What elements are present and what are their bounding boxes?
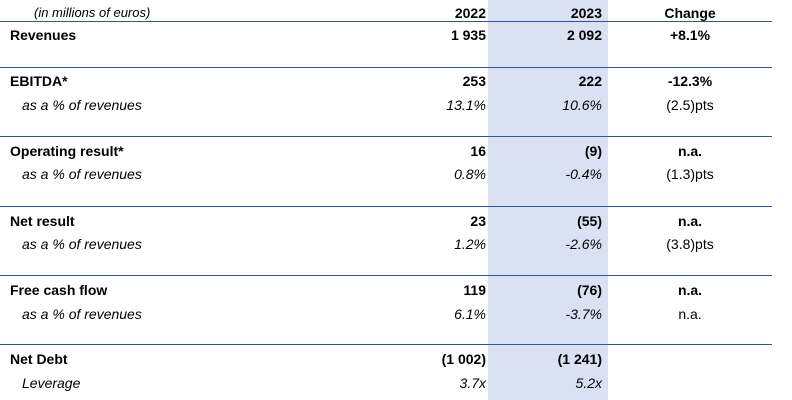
revenues-label: Revenues: [10, 27, 77, 43]
ebitda-margin-row: as a % of revenues 13.1% 10.6% (2.5)pts: [0, 95, 792, 115]
fcf-margin-label: as a % of revenues: [22, 306, 142, 322]
fcf-margin-2022: 6.1%: [454, 306, 486, 322]
net-debt-change: [630, 349, 750, 369]
operating-2022: 16: [470, 143, 486, 159]
header-2022: 2022: [454, 5, 486, 21]
net-debt-label: Net Debt: [10, 351, 68, 367]
ebitda-label: EBITDA*: [10, 73, 68, 89]
net-result-label: Net result: [10, 213, 75, 229]
ebitda-2023: 222: [578, 73, 602, 89]
rule: [0, 275, 772, 276]
operating-margin-change: (1.3)pts: [666, 166, 714, 182]
highlight-2023-column: [488, 0, 608, 400]
ebitda-change: -12.3%: [667, 73, 713, 89]
net-result-change: n.a.: [677, 213, 703, 229]
revenues-2023: 2 092: [566, 27, 602, 43]
ebitda-margin-2022: 13.1%: [446, 97, 486, 113]
unit-note: (in millions of euros): [34, 5, 151, 20]
net-result-margin-row: as a % of revenues 1.2% -2.6% (3.8)pts: [0, 234, 792, 254]
net-debt-2022: (1 002): [441, 351, 486, 367]
fcf-2023: (76): [577, 282, 602, 298]
fcf-2022: 119: [463, 282, 486, 298]
ebitda-2022: 253: [462, 73, 486, 89]
header-rule: [0, 21, 772, 22]
operating-label: Operating result*: [10, 143, 124, 159]
revenues-change: +8.1%: [669, 27, 711, 43]
header-row: (in millions of euros) 2022 2023 Change: [0, 3, 792, 23]
fcf-label: Free cash flow: [10, 282, 108, 298]
net-result-2022: 23: [470, 213, 486, 229]
ebitda-row: EBITDA* 253 222 -12.3%: [0, 71, 792, 91]
header-2023: 2023: [570, 5, 602, 21]
net-result-margin-label: as a % of revenues: [22, 236, 142, 252]
operating-change: n.a.: [677, 143, 703, 159]
rule: [0, 206, 772, 207]
net-result-margin-2022: 1.2%: [454, 236, 486, 252]
fcf-margin-row: as a % of revenues 6.1% -3.7% n.a.: [0, 304, 792, 324]
rule: [0, 67, 772, 68]
ebitda-margin-label: as a % of revenues: [22, 97, 142, 113]
net-result-margin-2023: -2.6%: [565, 236, 602, 252]
leverage-row: Leverage 3.7x 5.2x: [0, 373, 792, 393]
net-result-2023: (55): [577, 213, 602, 229]
header-change: Change: [664, 5, 716, 21]
leverage-2022: 3.7x: [459, 375, 486, 391]
fcf-change: n.a.: [677, 282, 703, 298]
operating-margin-2023: -0.4%: [565, 166, 602, 182]
operating-2023: (9): [584, 143, 602, 159]
fcf-margin-2023: -3.7%: [565, 306, 602, 322]
leverage-label: Leverage: [22, 375, 81, 391]
operating-margin-label: as a % of revenues: [22, 166, 142, 182]
net-debt-row: Net Debt (1 002) (1 241): [0, 349, 792, 369]
operating-margin-row: as a % of revenues 0.8% -0.4% (1.3)pts: [0, 164, 792, 184]
operating-margin-2022: 0.8%: [454, 166, 486, 182]
fcf-margin-change: n.a.: [678, 306, 702, 322]
leverage-2023: 5.2x: [575, 375, 602, 391]
revenues-row: Revenues 1 935 2 092 +8.1%: [0, 25, 792, 45]
fcf-row: Free cash flow 119 (76) n.a.: [0, 280, 792, 300]
ebitda-margin-2023: 10.6%: [562, 97, 602, 113]
net-debt-2023: (1 241): [557, 351, 602, 367]
ebitda-margin-change: (2.5)pts: [666, 97, 714, 113]
net-result-margin-change: (3.8)pts: [666, 236, 714, 252]
revenues-2022: 1 935: [450, 27, 486, 43]
rule: [0, 344, 772, 345]
operating-row: Operating result* 16 (9) n.a.: [0, 141, 792, 161]
leverage-change: [630, 373, 750, 393]
rule: [0, 136, 772, 137]
net-result-row: Net result 23 (55) n.a.: [0, 211, 792, 231]
